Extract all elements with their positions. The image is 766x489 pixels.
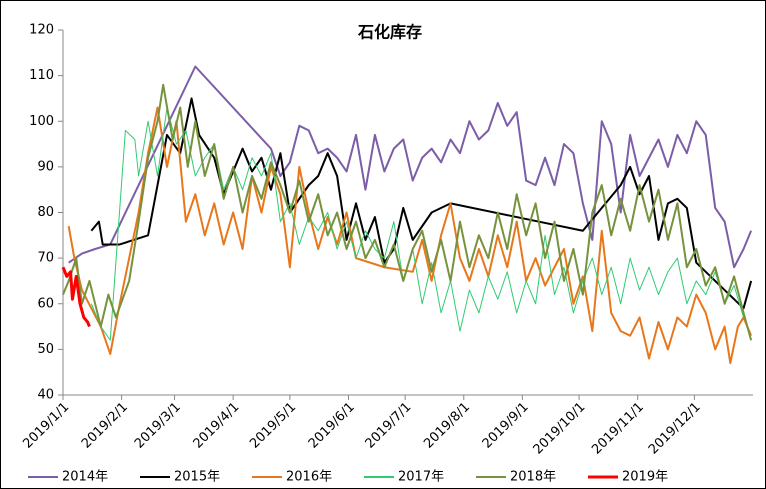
legend-label: 2018年 — [510, 470, 556, 485]
legend-label: 2014年 — [62, 470, 108, 485]
series-line — [68, 65, 753, 269]
chart-title: 石化库存 — [357, 23, 422, 42]
y-tick-label: 80 — [37, 205, 54, 220]
y-tick-label: 50 — [37, 342, 54, 357]
y-tick-label: 70 — [37, 251, 54, 266]
series-line — [90, 107, 745, 341]
y-tick-label: 60 — [37, 296, 54, 311]
legend-label: 2015年 — [174, 470, 220, 485]
y-tick-label: 110 — [29, 68, 54, 83]
y-tick-label: 100 — [29, 114, 54, 129]
series-line — [61, 266, 91, 328]
series-line — [62, 83, 753, 341]
y-tick-label: 90 — [37, 159, 54, 174]
y-tick-label: 40 — [37, 388, 54, 403]
legend-label: 2017年 — [398, 470, 444, 485]
legend-label: 2019年 — [622, 470, 668, 485]
y-tick-label: 120 — [29, 23, 54, 38]
legend-label: 2016年 — [286, 470, 332, 485]
series-line — [67, 106, 753, 365]
series-line — [90, 97, 753, 310]
